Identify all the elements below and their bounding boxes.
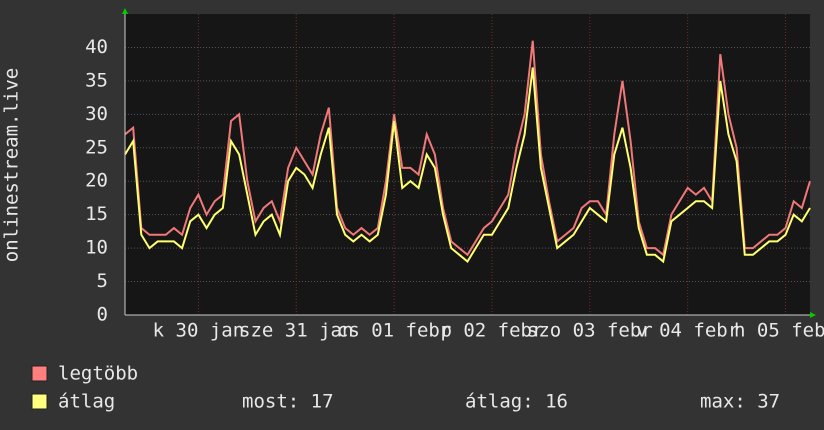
x-tick-label: szo 03 febr [527,320,653,342]
legend-label: legtöbb [58,363,138,385]
legend-stat: átlag: 16 [465,391,568,413]
y-tick-label: 15 [85,203,108,225]
x-tick-label: p 02 febr [440,320,543,342]
x-tick-label: cs 01 febr [337,320,451,342]
y-tick-label: 20 [85,170,108,192]
y-tick-label: 10 [85,237,108,259]
y-axis-label: onlinestream.live [1,68,23,262]
x-tick-label: sze 31 jan [239,320,353,342]
y-tick-label: 30 [85,103,108,125]
legend-stat: max: 37 [700,391,780,413]
legend-stat: most: 17 [242,391,334,413]
x-tick-label: v 04 febr [636,320,739,342]
legend-swatch [31,365,48,382]
legend-swatch [31,393,48,410]
y-tick-label: 40 [85,36,108,58]
x-tick-label: h 05 febr [734,320,824,342]
y-tick-label: 5 [97,270,108,292]
x-tick-label: k 30 jan [153,320,245,342]
marks [124,40,811,264]
plot-area [125,14,810,315]
axis-arrow [122,8,128,14]
y-tick-label: 25 [85,136,108,158]
axis-arrow [810,312,816,318]
series-line [124,67,811,264]
legend-label: átlag [58,391,115,413]
legend: legtöbb átlag most: 17 átlag: 16 max: 37 [31,363,780,413]
y-tick-label: 35 [85,69,108,91]
grid [125,14,810,316]
y-tick-label: 0 [97,304,108,326]
series-line [124,40,811,257]
